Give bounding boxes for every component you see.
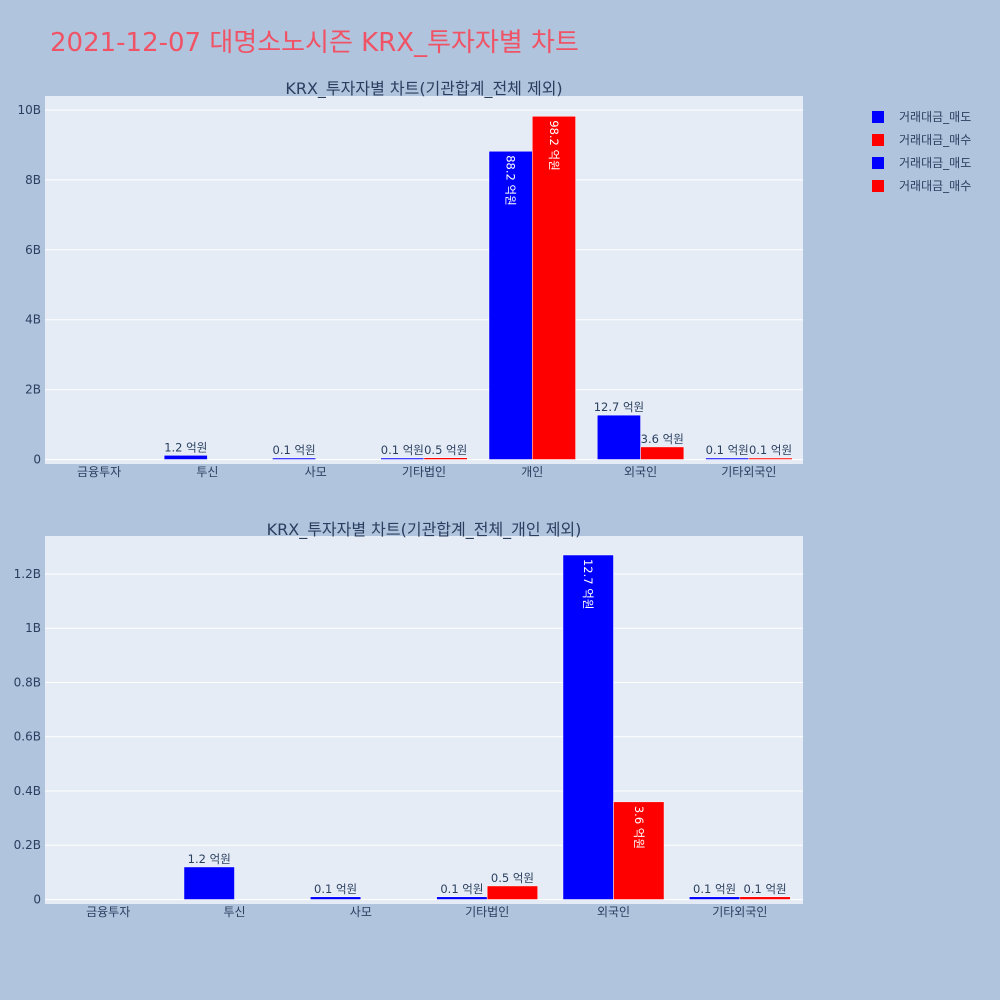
page-title: 2021-12-07 대명소노시즌 KRX_투자자별 차트 (50, 28, 579, 58)
legend-item[interactable]: 거래대금_매수 (872, 128, 971, 151)
x-tick-label: 개인 (521, 465, 543, 479)
bar (163, 455, 208, 460)
bar (436, 896, 488, 900)
y-tick-label: 1B (25, 621, 41, 635)
bar-label: 0.1 억원 (314, 882, 357, 896)
y-tick-label: 0.6B (14, 730, 41, 744)
x-tick-label: 기타법인 (402, 465, 446, 479)
bar-label: 0.1 억원 (273, 443, 316, 457)
bar (272, 457, 316, 460)
bar (613, 801, 665, 900)
y-tick-label: 0.2B (14, 838, 41, 852)
investor-chart-excluding-institutions-individuals: 0 0.2B 0.4B 0.6B 0.8B 1B 1.2B KRX_투자자별 차트(기관합계_… (14, 520, 803, 919)
bar (488, 150, 533, 460)
x-tick-label: 사모 (305, 465, 327, 479)
legend-item[interactable]: 거래대금_매도 (872, 151, 971, 174)
legend-item[interactable]: 거래대금_매수 (872, 174, 971, 197)
bar-label: 3.6 억원 (641, 432, 684, 446)
bar-label: 0.1 억원 (706, 443, 749, 457)
y-tick-label: 2B (25, 383, 41, 397)
y-tick-label: 0 (33, 893, 41, 907)
bar-label: 12.7 억원 (594, 400, 644, 414)
bar-label: 0.1 억원 (744, 882, 787, 896)
investor-chart-excluding-institutions: 0 2B 4B 6B 8B 10B KRX_투자자별 차트(기관합계_전체 제외) 금융투자 투… (17, 79, 803, 479)
y-tick-label: 6B (25, 243, 41, 257)
y-tick-label: 10B (17, 103, 41, 117)
plot-area (45, 96, 803, 464)
bar-label: 1.2 억원 (164, 440, 207, 454)
legend-label: 거래대금_매수 (899, 133, 972, 147)
bar-label: 88.2 억원 (504, 155, 518, 205)
legend-swatch (872, 156, 884, 169)
y-tick-label: 0.4B (14, 784, 41, 798)
bar-label: 3.6 억원 (632, 806, 646, 849)
y-tick-label: 1.2B (14, 567, 41, 581)
x-tick-label: 투신 (196, 465, 218, 479)
x-tick-label: 기타법인 (465, 905, 509, 919)
legend-swatch (872, 133, 884, 146)
y-tick-label: 4B (25, 313, 41, 327)
bar-label: 0.1 억원 (381, 443, 424, 457)
bar-label: 0.5 억원 (424, 443, 467, 457)
x-tick-label: 금융투자 (86, 905, 130, 919)
bar (739, 896, 791, 900)
bar (640, 446, 685, 460)
legend-label: 거래대금_매도 (899, 156, 972, 170)
bar (486, 885, 538, 900)
legend-label: 거래대금_매도 (899, 110, 972, 124)
bar (310, 896, 362, 900)
y-tick-label: 0.8B (14, 675, 41, 689)
legend-item[interactable]: 거래대금_매도 (872, 105, 971, 128)
legend-swatch (872, 110, 884, 123)
x-tick-label: 외국인 (597, 905, 630, 919)
chart-title: KRX_투자자별 차트(기관합계_전체 제외) (285, 79, 562, 99)
x-tick-label: 외국인 (624, 465, 657, 479)
bar-label: 98.2 억원 (547, 120, 561, 170)
legend-label: 거래대금_매수 (899, 179, 972, 193)
y-tick-label: 0 (33, 453, 41, 467)
bar-label: 0.1 억원 (440, 882, 483, 896)
x-tick-label: 기타외국인 (712, 905, 767, 919)
bar-label: 1.2 억원 (188, 852, 231, 866)
bar-label: 0.5 억원 (491, 871, 534, 885)
x-tick-label: 기타외국인 (721, 465, 776, 479)
legend: 거래대금_매도 거래대금_매수 거래대금_매도 거래대금_매수 (872, 105, 971, 197)
y-tick-label: 8B (25, 173, 41, 187)
x-tick-label: 투신 (223, 905, 245, 919)
bar (183, 866, 235, 900)
bar-label: 0.1 억원 (749, 443, 792, 457)
bar-label: 0.1 억원 (693, 882, 736, 896)
plot-area (45, 536, 803, 904)
x-tick-label: 사모 (350, 905, 372, 919)
x-tick-label: 금융투자 (77, 465, 121, 479)
bar (532, 116, 576, 460)
bar (689, 896, 741, 900)
bar (597, 414, 641, 460)
legend-swatch (872, 179, 884, 192)
bar (423, 457, 468, 460)
bar-label: 12.7 억원 (581, 559, 595, 609)
chart-title: KRX_투자자별 차트(기관합계_전체_개인 제외) (267, 520, 582, 540)
bar (748, 457, 793, 460)
bar (562, 554, 614, 900)
